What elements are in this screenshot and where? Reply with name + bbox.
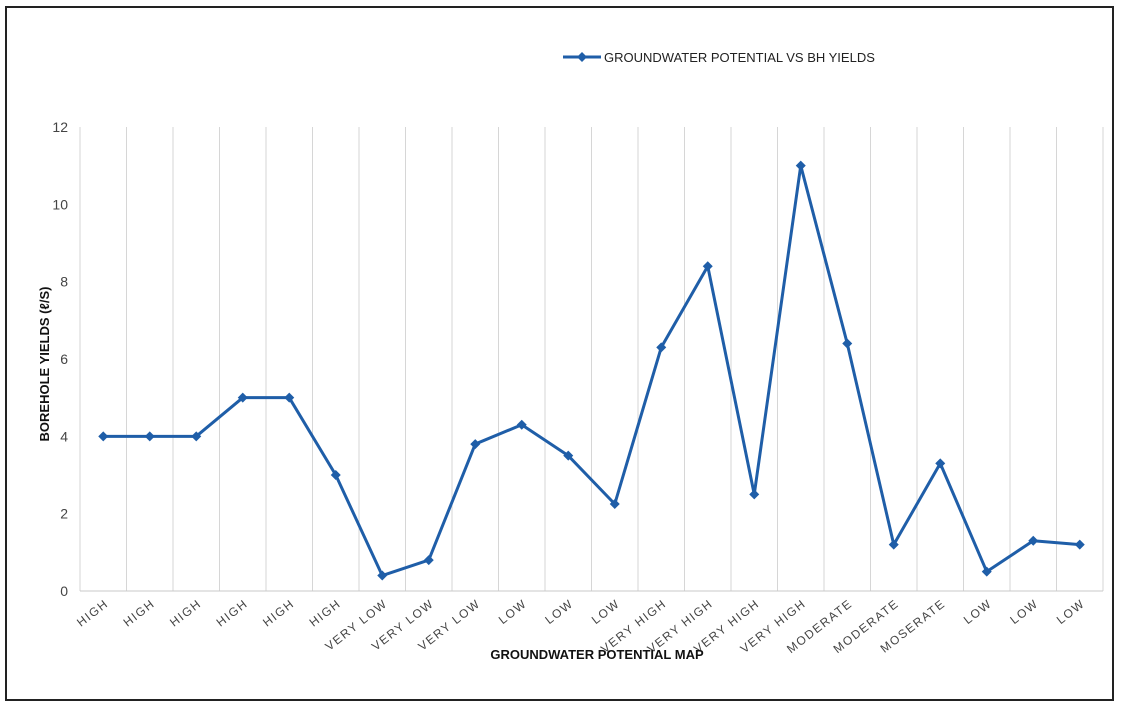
y-tick-label: 2 xyxy=(60,506,68,522)
data-point xyxy=(284,392,295,403)
x-tick-label: LOW xyxy=(496,596,530,627)
legend-series-label: GROUNDWATER POTENTIAL VS BH YIELDS xyxy=(604,50,875,65)
data-point xyxy=(609,499,620,509)
series-polyline xyxy=(103,164,1080,578)
y-tick-label: 12 xyxy=(52,119,68,135)
chart-frame: 0 2 4 6 8 10 12 HIGH HIGH HIGH HIGH HIGH HIGH VERY L… xyxy=(5,6,1114,701)
data-point xyxy=(191,431,202,442)
data-point xyxy=(237,392,248,403)
data-point xyxy=(330,470,341,480)
grid-lines xyxy=(79,127,1104,591)
x-tick-label: HIGH xyxy=(74,596,111,629)
data-point xyxy=(144,431,155,442)
x-tick-label: LOW xyxy=(1007,596,1041,627)
data-point xyxy=(516,419,527,430)
x-tick-label: LOW xyxy=(1054,596,1088,627)
data-point xyxy=(702,261,713,272)
data-point xyxy=(423,555,434,566)
data-point xyxy=(795,160,806,171)
data-point xyxy=(888,539,899,550)
series-line xyxy=(103,164,1080,578)
data-point xyxy=(656,342,667,353)
data-point xyxy=(749,489,760,500)
data-point xyxy=(98,431,109,442)
x-tick-label: LOW xyxy=(961,596,995,627)
y-tick-label: 10 xyxy=(52,196,68,212)
y-tick-label: 4 xyxy=(60,428,68,444)
data-point xyxy=(377,570,388,581)
y-axis-title: BOREHOLE YIELDS (ℓ/S) xyxy=(37,287,52,442)
data-point xyxy=(470,439,481,450)
y-tick-label: 0 xyxy=(60,583,68,599)
data-point xyxy=(1074,539,1085,550)
legend: GROUNDWATER POTENTIAL VS BH YIELDS xyxy=(563,50,875,65)
y-tick-label: 8 xyxy=(60,274,68,290)
x-tick-label: LOW xyxy=(542,596,576,627)
x-axis-title: GROUNDWATER POTENTIAL MAP xyxy=(490,647,704,662)
y-tick-label: 6 xyxy=(60,351,68,367)
legend-marker-diamond xyxy=(577,52,587,62)
x-tick-label: LOW xyxy=(589,596,623,627)
data-point xyxy=(935,458,946,469)
x-tick-label: HIGH xyxy=(121,596,158,629)
x-tick-label: HIGH xyxy=(214,596,251,629)
data-point xyxy=(563,450,574,461)
data-point xyxy=(842,338,853,349)
x-tick-label: HIGH xyxy=(307,596,344,629)
data-point xyxy=(981,566,992,577)
y-tick-labels: 0 2 4 6 8 10 12 xyxy=(52,119,68,599)
x-tick-label: HIGH xyxy=(167,596,204,629)
data-point xyxy=(1028,535,1039,546)
data-points xyxy=(98,160,1085,581)
x-tick-label: HIGH xyxy=(260,596,297,629)
